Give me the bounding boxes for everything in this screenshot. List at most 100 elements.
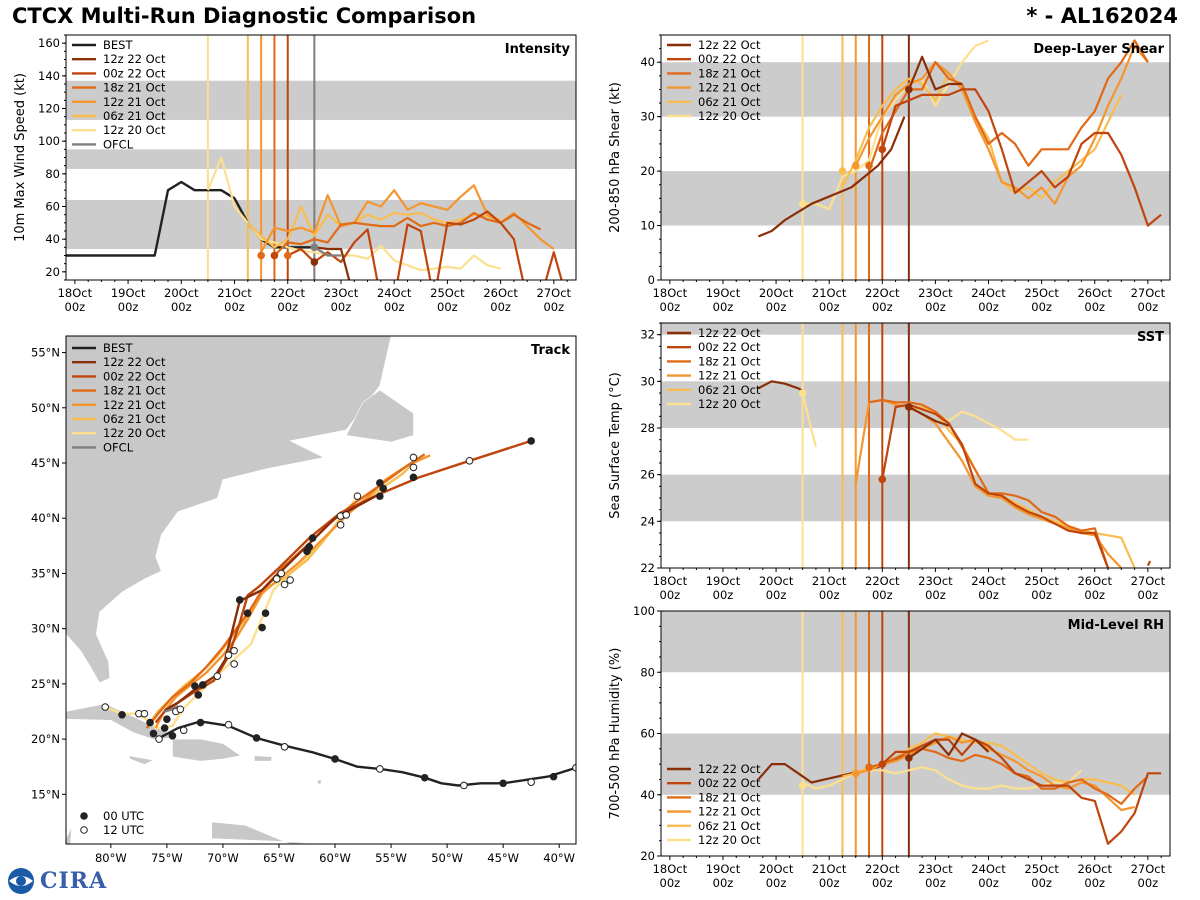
sst-ytick-label: 32 [640, 328, 655, 342]
shear-xtick-date: 25Oct [1024, 286, 1059, 300]
sst-xtick-hour: 00z [766, 588, 787, 602]
rh-xtick-hour: 00z [872, 876, 893, 890]
track-ytick-label: 20°N [31, 732, 60, 746]
track-ytick-label: 50°N [31, 401, 60, 415]
rh-xtick-date: 20Oct [759, 862, 794, 876]
shear-series-r12z21 [854, 44, 1149, 205]
track-plot-area [66, 336, 576, 844]
track-marker-legend-label: 00 UTC [103, 809, 144, 823]
track-fix-marker [179, 726, 188, 735]
shear-xtick-hour: 00z [713, 300, 734, 314]
intensity-xtick-date: 21Oct [217, 286, 252, 300]
intensity-band [66, 80, 576, 120]
rh-xtick-date: 23Oct [918, 862, 953, 876]
rh-init-marker [878, 760, 887, 768]
sst-xtick-date: 24Oct [971, 574, 1006, 588]
rh-legend-label: 18z 21 Oct [698, 790, 761, 804]
track-xtick-label: 45°W [487, 851, 519, 865]
intensity-xtick-date: 19Oct [111, 286, 146, 300]
shear-init-marker [878, 145, 887, 154]
shear-xtick-date: 18Oct [653, 286, 688, 300]
intensity-ytick-label: 140 [38, 69, 60, 83]
intensity-xtick-hour: 00z [331, 300, 352, 314]
sst-xtick-date: 23Oct [918, 574, 953, 588]
shear-xtick-date: 21Oct [812, 286, 847, 300]
intensity-series-r12z20 [206, 156, 501, 272]
sst-legend-label: 12z 22 Oct [698, 326, 761, 340]
track-fix-marker [243, 609, 252, 617]
shear-ytick-label: 10 [640, 219, 655, 233]
track-legend-label: 00z 22 Oct [103, 369, 166, 383]
intensity-xtick-date: 24Oct [377, 286, 412, 300]
intensity-init-marker [310, 243, 319, 252]
track-xtick-label: 75°W [151, 851, 183, 865]
shear-xtick-hour: 00z [925, 300, 946, 314]
rh-legend-label: 12z 22 Oct [698, 762, 761, 776]
sst-xtick-hour: 00z [872, 588, 893, 602]
track-fix-marker [118, 710, 126, 719]
track-fix-marker [527, 437, 535, 445]
sst-xtick-date: 21Oct [812, 574, 847, 588]
rh-init-marker [865, 763, 873, 771]
track-fix-marker [353, 492, 362, 500]
track-fix-marker [549, 772, 558, 781]
sst-ytick-label: 22 [640, 561, 655, 575]
shear-xtick-hour: 00z [766, 300, 787, 314]
track-xtick-label: 65°W [263, 851, 295, 865]
shear-band [661, 171, 1170, 226]
shear-xtick-hour: 00z [1084, 300, 1105, 314]
sst-xtick-date: 22Oct [865, 574, 900, 588]
sst-series-r12z22 [908, 406, 950, 427]
land-mass [66, 827, 72, 844]
shear-series-r12z20 [802, 39, 989, 211]
track-marker-legend-symbol [80, 826, 88, 834]
track-fix-marker [224, 720, 233, 729]
rh-legend-label: 12z 20 Oct [698, 833, 761, 847]
intensity-legend-label: 18z 21 Oct [103, 81, 166, 95]
track-legend-label: OFCL [103, 440, 134, 454]
intensity-ytick-label: 160 [38, 36, 60, 50]
shear-series-r06z21 [841, 71, 1123, 200]
rh-init-marker [798, 781, 807, 790]
intensity-init-marker [283, 251, 292, 260]
shear-panel: 01020304018Oct00z19Oct00z20Oct00z21Oct00… [608, 34, 1171, 314]
shear-xtick-date: 24Oct [971, 286, 1006, 300]
intensity-xtick-date: 26Oct [483, 286, 518, 300]
track-fix-marker [258, 623, 266, 632]
track-fix-marker [572, 764, 576, 772]
shear-legend-label: 12z 22 Oct [698, 38, 761, 52]
sst-series-r12z20 [801, 392, 817, 447]
shear-xtick-hour: 00z [978, 300, 999, 314]
sst-xtick-hour: 00z [925, 588, 946, 602]
shear-xtick-date: 19Oct [706, 286, 741, 300]
track-fix-marker [272, 575, 281, 583]
track-title: Track [531, 343, 570, 358]
rh-xtick-date: 22Oct [865, 862, 900, 876]
sst-title: SST [1137, 330, 1164, 345]
shear-legend-label: 12z 20 Oct [698, 109, 761, 123]
intensity-legend-label: 00z 22 Oct [103, 66, 166, 80]
rh-ytick-label: 100 [633, 604, 655, 618]
shear-plot-area [661, 35, 1170, 280]
shear-init-marker [798, 199, 807, 208]
track-fix-marker [235, 596, 244, 604]
track-fix-marker [101, 703, 110, 711]
rh-xtick-hour: 00z [713, 876, 734, 890]
shear-xtick-hour: 00z [872, 300, 893, 314]
land-mass [211, 821, 313, 844]
track-fix-marker [280, 580, 289, 589]
land-mass [254, 755, 273, 762]
track-series-r12z21 [154, 454, 431, 729]
sst-legend-label: 18z 21 Oct [698, 354, 761, 368]
shear-xtick-hour: 00z [660, 300, 681, 314]
intensity-ytick-label: 120 [38, 102, 60, 116]
shear-ylabel: 200-850 hPa Shear (kt) [608, 82, 623, 233]
sst-series-r12z22 [757, 380, 804, 392]
track-fix-marker [379, 484, 388, 493]
shear-xtick-hour: 00z [819, 300, 840, 314]
sst-ytick-label: 30 [640, 374, 655, 388]
page-title: CTCX Multi-Run Diagnostic Comparison [12, 4, 477, 28]
sst-xtick-date: 25Oct [1024, 574, 1059, 588]
intensity-series-r06z21 [247, 205, 501, 249]
